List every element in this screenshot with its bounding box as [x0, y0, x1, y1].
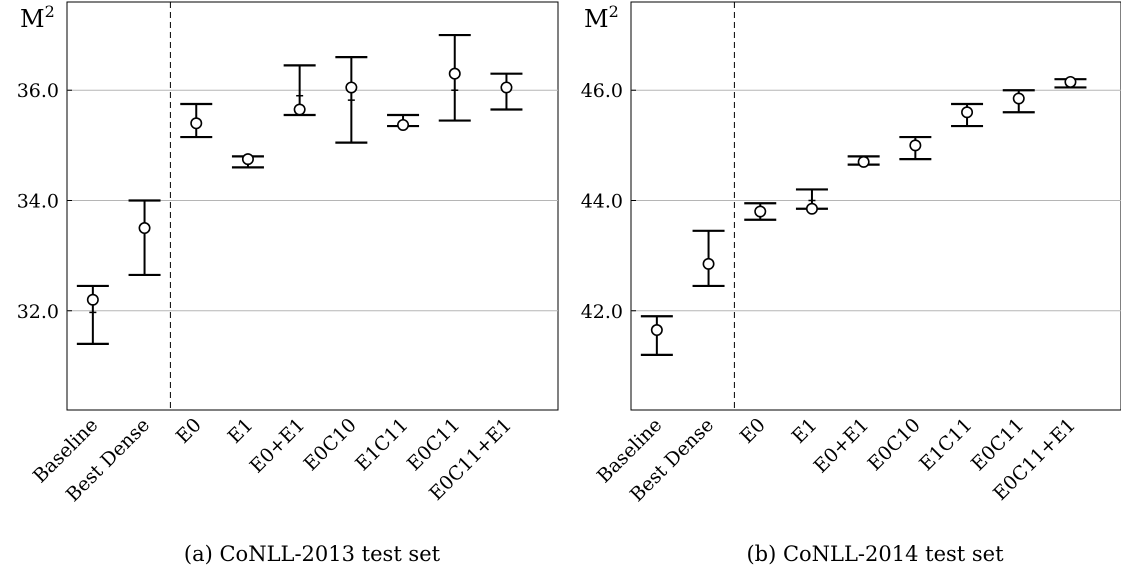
x-category-label: E0+E1: [810, 414, 874, 478]
x-category-label: E1C11: [351, 414, 412, 475]
data-point: [138, 222, 151, 235]
y-tick-label: 36.0: [17, 80, 59, 102]
error-bar: [1054, 75, 1087, 89]
data-point: [650, 324, 663, 337]
x-category-label: E0: [172, 414, 206, 448]
error-bar: [744, 202, 777, 221]
data-point: [190, 117, 203, 130]
data-point: [397, 118, 410, 131]
data-point: [448, 67, 461, 80]
y-tick-label: 44.0: [581, 190, 623, 212]
error-bar: [490, 72, 523, 111]
error-bars: [76, 33, 523, 345]
y-tick-label: 34.0: [17, 190, 59, 212]
error-bar: [1002, 89, 1035, 114]
x-category-label: E1: [224, 414, 258, 448]
data-point: [241, 153, 254, 166]
error-bar: [76, 284, 109, 345]
y-axis-ticks: 42.0 44.0 46.0: [581, 80, 636, 323]
y-axis-label: M2: [584, 2, 619, 33]
error-bar: [692, 229, 725, 288]
data-point: [805, 202, 818, 215]
error-bar: [128, 199, 161, 277]
y-axis-label-superscript: 2: [609, 2, 619, 21]
caption-a: (a) CoNLL-2013 test set: [184, 542, 441, 566]
x-category-label: E1: [788, 414, 822, 448]
data-point: [500, 81, 513, 94]
y-axis-label: M2: [20, 2, 55, 33]
data-point: [702, 257, 715, 270]
error-bar: [438, 33, 471, 122]
error-bar: [231, 153, 264, 169]
error-bars: [640, 75, 1087, 356]
y-axis-label-superscript: 2: [45, 2, 55, 21]
x-category-label: E0: [736, 414, 770, 448]
error-bar: [847, 155, 880, 168]
data-point: [857, 155, 870, 168]
error-bar: [899, 135, 932, 161]
data-point: [86, 293, 99, 306]
x-category-label: E0C10: [300, 414, 361, 475]
data-point: [961, 106, 974, 119]
data-point: [909, 139, 922, 152]
x-category-label: E1C11: [915, 414, 976, 475]
x-category-label: E0C10: [864, 414, 925, 475]
error-bar: [795, 188, 828, 215]
y-tick-label: 46.0: [581, 80, 623, 102]
y-tick-label: 42.0: [581, 301, 623, 323]
error-bar: [283, 64, 316, 117]
x-category-label: E0+E1: [246, 414, 310, 478]
caption-b: (b) CoNLL-2014 test set: [746, 542, 1004, 566]
error-bar: [335, 56, 368, 144]
data-point: [345, 81, 358, 94]
error-bar: [951, 102, 984, 128]
y-axis-ticks: 32.0 34.0 36.0: [17, 80, 72, 323]
error-bar: [180, 102, 213, 139]
plot-area: [66, 1, 559, 411]
data-point: [754, 205, 767, 218]
error-bar: [640, 315, 673, 356]
data-point: [1012, 92, 1025, 105]
plot-area: [630, 1, 1121, 411]
grid-lines: [631, 89, 1121, 312]
y-tick-label: 32.0: [17, 301, 59, 323]
error-bar: [387, 113, 420, 131]
data-point: [1064, 75, 1077, 88]
data-point: [293, 103, 306, 116]
